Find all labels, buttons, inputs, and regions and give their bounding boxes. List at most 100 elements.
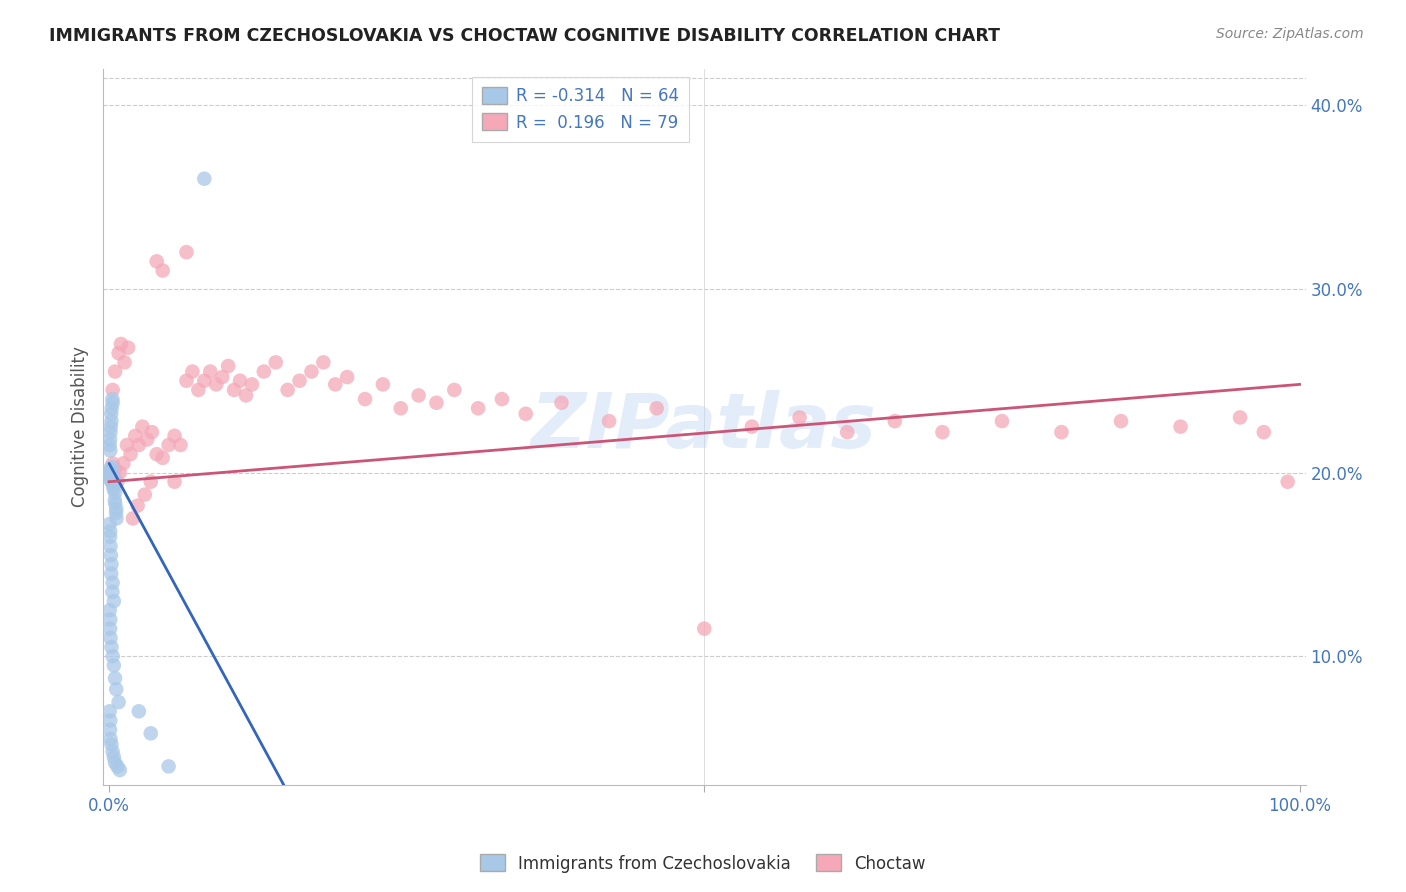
Point [98,603,121,617]
Point [98,530,121,544]
Point [98,612,121,626]
Point [100,640,122,654]
Point [98,462,121,476]
Point [354,392,377,406]
Point [408,388,430,402]
Point [1170,419,1192,434]
Point [101,383,124,397]
Point [443,383,465,397]
Point [145,254,167,268]
Point [389,401,412,416]
Point [103,476,125,491]
Point [371,377,394,392]
Point [491,392,513,406]
Point [122,511,145,525]
Point [98,469,121,483]
Point [98,622,121,636]
Point [103,482,125,496]
Point [222,383,245,397]
Point [98,524,121,539]
Point [176,245,198,260]
Point [152,450,174,465]
Point [112,456,135,470]
Point [108,763,131,777]
Point [107,475,129,489]
Point [103,473,125,487]
Point [100,471,122,485]
Point [139,475,162,489]
Point [991,414,1014,428]
Point [205,377,228,392]
Point [100,548,122,562]
Point [105,502,128,516]
Point [193,171,215,186]
Legend: R = -0.314   N = 64, R =  0.196   N = 79: R = -0.314 N = 64, R = 0.196 N = 79 [472,77,689,142]
Point [176,374,198,388]
Point [741,419,763,434]
Point [1050,425,1073,439]
Point [98,443,121,458]
Point [101,649,124,664]
Point [110,337,132,351]
Text: Source: ZipAtlas.com: Source: ZipAtlas.com [1216,27,1364,41]
Point [152,263,174,277]
Point [693,622,716,636]
Point [187,383,209,397]
Point [103,594,125,608]
Point [100,731,122,746]
Point [100,737,122,751]
Point [100,473,122,487]
Point [200,365,222,379]
Point [100,566,122,581]
Point [104,485,127,500]
Point [1109,414,1132,428]
Point [120,447,142,461]
Point [98,723,121,737]
Point [100,401,122,416]
Point [103,750,125,764]
Point [240,377,263,392]
Point [115,438,138,452]
Text: IMMIGRANTS FROM CZECHOSLOVAKIA VS CHOCTAW COGNITIVE DISABILITY CORRELATION CHART: IMMIGRANTS FROM CZECHOSLOVAKIA VS CHOCTA… [49,27,1000,45]
Point [107,695,129,709]
Point [1277,475,1299,489]
Point [131,419,153,434]
Point [264,355,287,369]
Point [105,682,128,697]
Point [139,726,162,740]
Point [105,511,128,525]
Point [104,365,127,379]
Point [277,383,299,397]
Point [136,433,159,447]
Point [98,438,121,452]
Point [103,469,125,483]
Text: ZIPatlas: ZIPatlas [531,390,877,464]
Point [100,631,122,645]
Point [100,407,122,421]
Point [101,396,124,410]
Point [98,466,121,480]
Point [100,467,122,482]
Point [104,462,127,476]
Point [100,460,122,475]
Point [1253,425,1275,439]
Point [598,414,620,428]
Point [837,425,859,439]
Point [515,407,537,421]
Point [104,497,127,511]
Point [98,516,121,531]
Point [100,558,122,572]
Point [101,745,124,759]
Point [163,429,186,443]
Point [100,539,122,553]
Point [101,392,124,406]
Point [467,401,489,416]
Point [101,475,124,489]
Point [100,464,122,478]
Point [288,374,311,388]
Point [128,438,150,452]
Point [114,355,136,369]
Point [117,341,139,355]
Point [336,370,359,384]
Point [98,433,121,447]
